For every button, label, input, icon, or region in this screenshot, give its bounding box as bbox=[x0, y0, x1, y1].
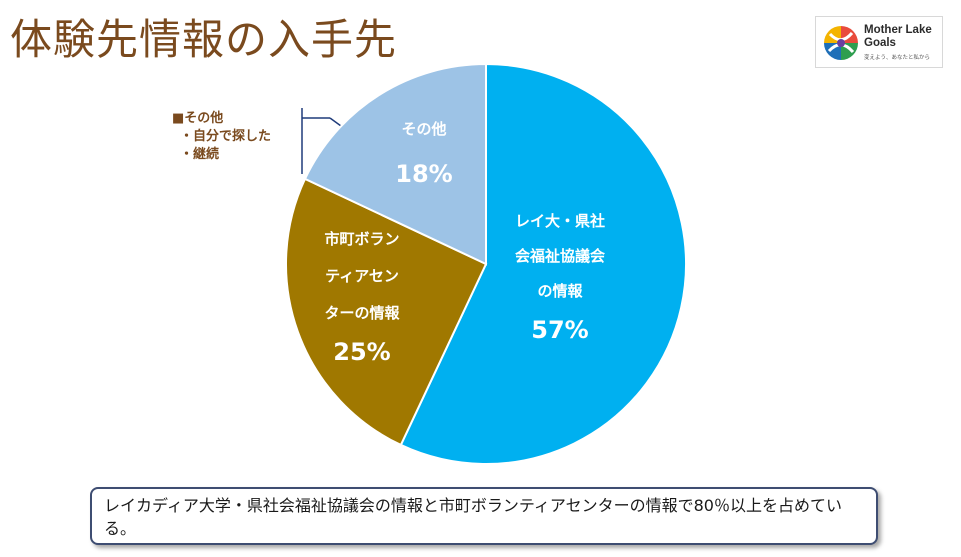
slice-label: ターの情報 bbox=[324, 304, 400, 322]
other-category-note: ■その他 ・自分で探した ・継続 bbox=[172, 110, 271, 164]
pie-slice bbox=[303, 62, 487, 266]
slice-value-label: 18% bbox=[395, 160, 452, 188]
slice-label: レイ大・県社 bbox=[515, 212, 605, 230]
slice-label: その他 bbox=[401, 120, 446, 138]
slice-label: の情報 bbox=[537, 282, 583, 300]
summary-box: レイカディア大学・県社会福祉協議会の情報と市町ボランティアセンターの情報で80％… bbox=[90, 487, 878, 545]
note-heading: ■その他 bbox=[172, 111, 224, 126]
mlg-globe-icon bbox=[824, 26, 858, 60]
note-item: ・継続 bbox=[180, 147, 220, 162]
pie-slice bbox=[285, 177, 488, 447]
note-item: ・自分で探した bbox=[180, 129, 272, 144]
slice-label: 会福祉協議会 bbox=[515, 247, 605, 265]
slice-label: ティアセン bbox=[325, 267, 399, 285]
slice-value-label: 57% bbox=[531, 316, 588, 344]
page-title: 体験先情報の入手先 bbox=[10, 15, 398, 64]
logo-name: Mother Lake Goals bbox=[864, 24, 932, 49]
pie-slice bbox=[399, 62, 687, 465]
slice-value-label: 25% bbox=[333, 338, 390, 366]
mother-lake-goals-logo: Mother Lake Goals 変えよう、あなたと私から bbox=[815, 16, 943, 68]
slice-label: 市町ボラン bbox=[324, 230, 399, 248]
logo-tagline: 変えよう、あなたと私から bbox=[864, 55, 931, 61]
